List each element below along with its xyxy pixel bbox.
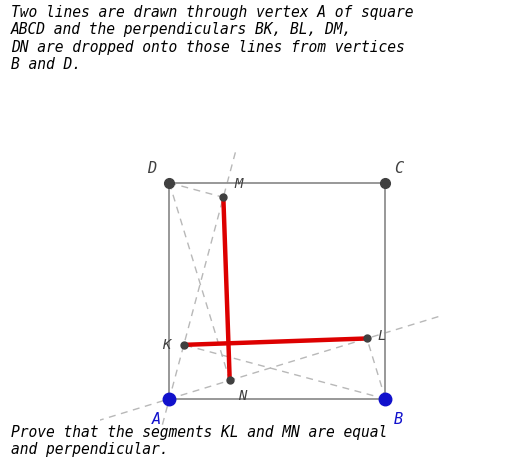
Text: M: M	[234, 177, 242, 191]
Text: B: B	[394, 412, 403, 427]
Text: L: L	[378, 329, 386, 343]
Text: C: C	[394, 161, 403, 177]
Text: Prove that the segments KL and MN are equal
and perpendicular.: Prove that the segments KL and MN are eq…	[11, 425, 387, 457]
Text: K: K	[162, 338, 171, 352]
Text: D: D	[147, 161, 157, 177]
Text: Two lines are drawn through vertex A of square
ABCD and the perpendiculars BK, B: Two lines are drawn through vertex A of …	[11, 5, 413, 72]
Text: A: A	[151, 412, 161, 427]
Text: N: N	[239, 389, 247, 403]
